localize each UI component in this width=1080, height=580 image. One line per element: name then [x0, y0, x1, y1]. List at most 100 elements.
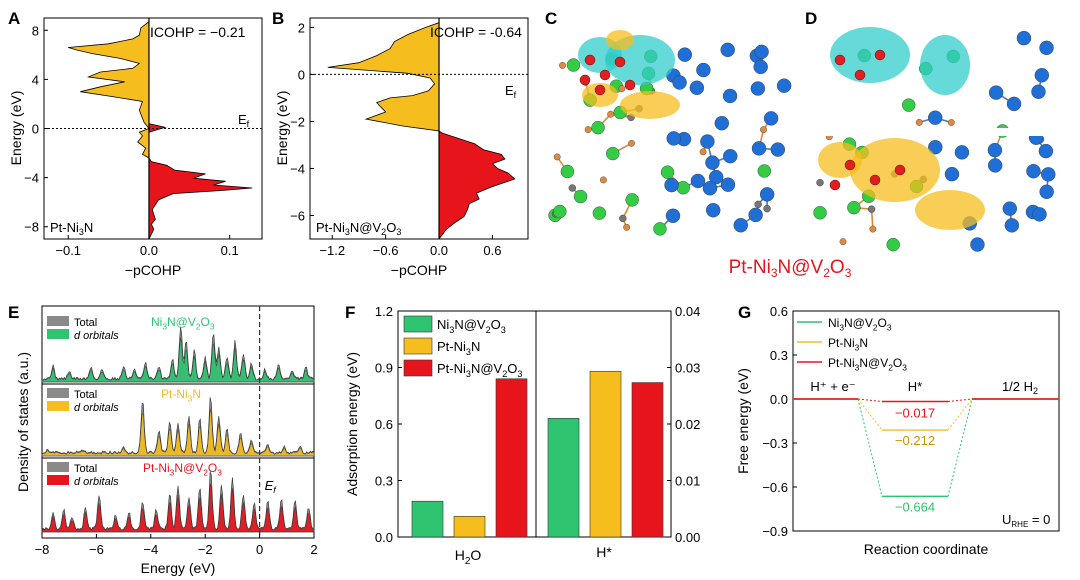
atom: [987, 158, 1003, 173]
atom-red: [874, 49, 886, 61]
x-tick-label: −2: [198, 542, 213, 557]
atom: [987, 142, 1003, 158]
series-label: Pt-Ni3N@V2O3: [143, 461, 222, 478]
panel-a-icohp: ICOHP = −0.21: [150, 24, 246, 40]
atom: [666, 131, 681, 146]
atom: [628, 139, 635, 147]
legend-label: Pt-Ni3N@V2O3: [828, 356, 907, 373]
atom: [700, 134, 715, 149]
atom-red: [584, 54, 596, 66]
charge-density-blob: [818, 142, 862, 178]
atom: [714, 116, 729, 131]
x-tick-label: 0: [256, 542, 263, 557]
legend-label: Ni3N@V2O3: [828, 316, 892, 333]
legend-label: Pt-Ni3N: [828, 336, 868, 353]
atom: [618, 85, 626, 93]
atom: [607, 110, 615, 118]
legend-swatch: [403, 337, 433, 355]
legend-d-label: d orbitals: [74, 330, 119, 342]
y-tick-label: −4: [290, 161, 305, 176]
x-tick-label: −8: [35, 542, 50, 557]
panel-c-structure-image: [548, 30, 792, 236]
y-tick-label: 0: [32, 122, 39, 137]
atom: [954, 145, 970, 160]
x-tick-label: −1.2: [319, 243, 345, 258]
legend-total-label: Total: [74, 389, 97, 401]
connector-right-1: [947, 398, 973, 431]
atom: [696, 62, 711, 78]
connector-right-0: [947, 398, 973, 497]
atom: [708, 169, 724, 185]
atom: [573, 189, 588, 204]
atom: [915, 118, 923, 126]
legend-d-label: d orbitals: [74, 476, 119, 488]
panel-a-series-0: [148, 123, 253, 240]
atom: [944, 166, 960, 182]
atom: [553, 153, 561, 161]
legend-total-swatch: [47, 462, 69, 472]
y2-tick-label: 0.02: [675, 417, 700, 432]
legend-label: Pt-Ni3N: [437, 339, 480, 357]
connector-left-2: [857, 398, 883, 402]
panel-g-frame: [792, 310, 1060, 532]
atom-red: [834, 54, 846, 66]
x-tick-label: −0.1: [55, 243, 81, 258]
panel-g-letter: G: [738, 303, 751, 322]
structure-label: Pt-Ni3N@V2O3: [729, 257, 852, 280]
atom: [592, 206, 607, 220]
atom: [591, 120, 605, 135]
panel-g-plot: −0.9 −0.6 −0.3 0.0 0.3 0.6 −0.664 −0.212 −0.017 H…: [762, 304, 1059, 539]
atom: [606, 146, 620, 161]
atom: [672, 75, 687, 90]
x-tick-label: 0.0: [430, 243, 448, 258]
legend-label: Pt-Ni3N@V2O3: [437, 361, 522, 379]
y-tick-label: 0.6: [375, 417, 393, 432]
atom: [706, 203, 721, 218]
panel-g-xlabel: Reaction coordinate: [864, 541, 989, 557]
panel-a-letter: A: [8, 9, 20, 28]
atom: [754, 44, 769, 60]
atom: [702, 181, 718, 196]
atom: [677, 47, 693, 62]
series-label: Ni3N@V2O3: [151, 315, 215, 332]
panel-b-sample-label: Pt-Ni3N@V2O3: [316, 220, 401, 237]
y2-tick-label: 0.00: [675, 530, 700, 545]
fermi-label: Ef: [265, 478, 278, 495]
bar-0-1: [547, 418, 580, 538]
y-tick-label: 0.3: [770, 348, 788, 363]
legend-d-swatch: [47, 475, 69, 485]
charge-density-blob: [830, 27, 910, 83]
atom: [568, 184, 577, 192]
atom: [886, 237, 900, 252]
atom: [947, 119, 955, 126]
legend-d-swatch: [47, 401, 69, 411]
atom: [928, 110, 943, 125]
y-tick-label: 0.6: [770, 304, 788, 319]
y-tick-label: 0.9: [375, 361, 393, 376]
atom: [660, 165, 675, 179]
y-tick-label: 0.0: [770, 392, 788, 407]
atom: [763, 204, 771, 213]
atom: [813, 206, 827, 220]
panel-f-ylabel: Adsorption energy (eV): [344, 352, 360, 496]
atom: [600, 176, 607, 184]
value-label-2: −0.017: [895, 405, 935, 420]
bar-0-0: [411, 500, 444, 538]
panel-a-xlabel: −pCOHP: [125, 262, 181, 278]
atom: [1034, 68, 1050, 83]
panel-g-ylabel: Free energy (eV): [735, 368, 751, 474]
panel-c: C: [545, 9, 792, 236]
dos-total-1: [41, 397, 315, 457]
panel-d-letter: D: [805, 9, 817, 28]
connector-right-2: [947, 398, 973, 402]
atom: [653, 222, 667, 236]
y-tick-label: 0.0: [375, 530, 393, 545]
x-tick-label: −0.6: [373, 243, 399, 258]
y-tick-label: 8: [32, 23, 39, 38]
atom: [625, 193, 639, 207]
panel-e-ylabel: Density of states (a.u.): [15, 352, 31, 492]
atom: [1016, 30, 1032, 46]
atom: [763, 111, 779, 126]
